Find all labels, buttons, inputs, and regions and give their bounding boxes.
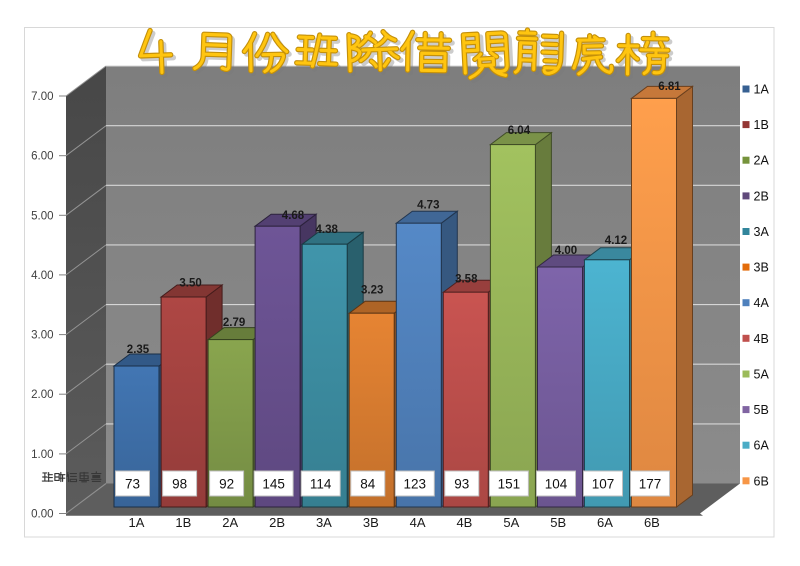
svg-text:4.73: 4.73 — [417, 200, 439, 212]
svg-text:2A: 2A — [754, 154, 770, 168]
svg-text:6A: 6A — [754, 439, 770, 453]
svg-text:4.00: 4.00 — [31, 270, 53, 282]
svg-text:1B: 1B — [175, 515, 191, 530]
svg-text:84: 84 — [360, 477, 376, 492]
svg-text:2.00: 2.00 — [31, 389, 53, 401]
svg-text:4A: 4A — [410, 515, 426, 530]
svg-text:3B: 3B — [363, 515, 379, 530]
svg-text:123: 123 — [404, 477, 427, 492]
svg-text:104: 104 — [545, 477, 568, 492]
svg-text:4.12: 4.12 — [605, 235, 627, 247]
svg-text:2A: 2A — [222, 515, 238, 530]
svg-text:98: 98 — [172, 477, 187, 492]
svg-text:4.00: 4.00 — [555, 245, 577, 257]
svg-text:6.00: 6.00 — [31, 151, 53, 163]
svg-text:5.00: 5.00 — [31, 210, 53, 222]
svg-text:4A: 4A — [754, 296, 770, 310]
svg-text:2B: 2B — [269, 515, 285, 530]
svg-text:5B: 5B — [754, 403, 769, 417]
svg-text:3.58: 3.58 — [455, 274, 478, 286]
svg-text:4.68: 4.68 — [282, 210, 305, 222]
svg-text:6.04: 6.04 — [508, 125, 531, 137]
svg-text:0.00: 0.00 — [31, 509, 53, 521]
svg-text:145: 145 — [262, 477, 285, 492]
svg-text:6.81: 6.81 — [658, 81, 681, 93]
svg-text:3A: 3A — [316, 515, 332, 530]
svg-text:3.50: 3.50 — [179, 278, 201, 290]
svg-text:3.00: 3.00 — [31, 330, 53, 342]
svg-text:4B: 4B — [754, 332, 769, 346]
svg-text:5B: 5B — [550, 515, 566, 530]
svg-text:93: 93 — [454, 477, 469, 492]
svg-text:2.35: 2.35 — [127, 344, 150, 356]
svg-text:92: 92 — [219, 477, 234, 492]
svg-text:1A: 1A — [129, 515, 145, 530]
svg-text:151: 151 — [498, 477, 521, 492]
svg-text:7.00: 7.00 — [31, 91, 53, 103]
svg-text:1.00: 1.00 — [31, 449, 53, 461]
svg-text:6B: 6B — [644, 515, 660, 530]
svg-text:3.23: 3.23 — [361, 285, 383, 297]
svg-text:3B: 3B — [754, 261, 769, 275]
svg-text:5A: 5A — [503, 515, 519, 530]
svg-text:5A: 5A — [754, 368, 770, 382]
svg-text:1B: 1B — [754, 118, 769, 132]
svg-text:73: 73 — [125, 477, 140, 492]
svg-text:3A: 3A — [754, 225, 770, 239]
svg-text:1A: 1A — [754, 83, 770, 97]
svg-text:177: 177 — [639, 477, 662, 492]
svg-text:2B: 2B — [754, 189, 769, 203]
svg-text:4.38: 4.38 — [316, 224, 339, 236]
svg-text:114: 114 — [310, 477, 332, 492]
svg-text:6B: 6B — [754, 474, 769, 488]
svg-text:2.79: 2.79 — [223, 317, 245, 329]
svg-text:107: 107 — [592, 477, 615, 492]
svg-text:6A: 6A — [597, 515, 613, 530]
svg-text:4B: 4B — [456, 515, 472, 530]
